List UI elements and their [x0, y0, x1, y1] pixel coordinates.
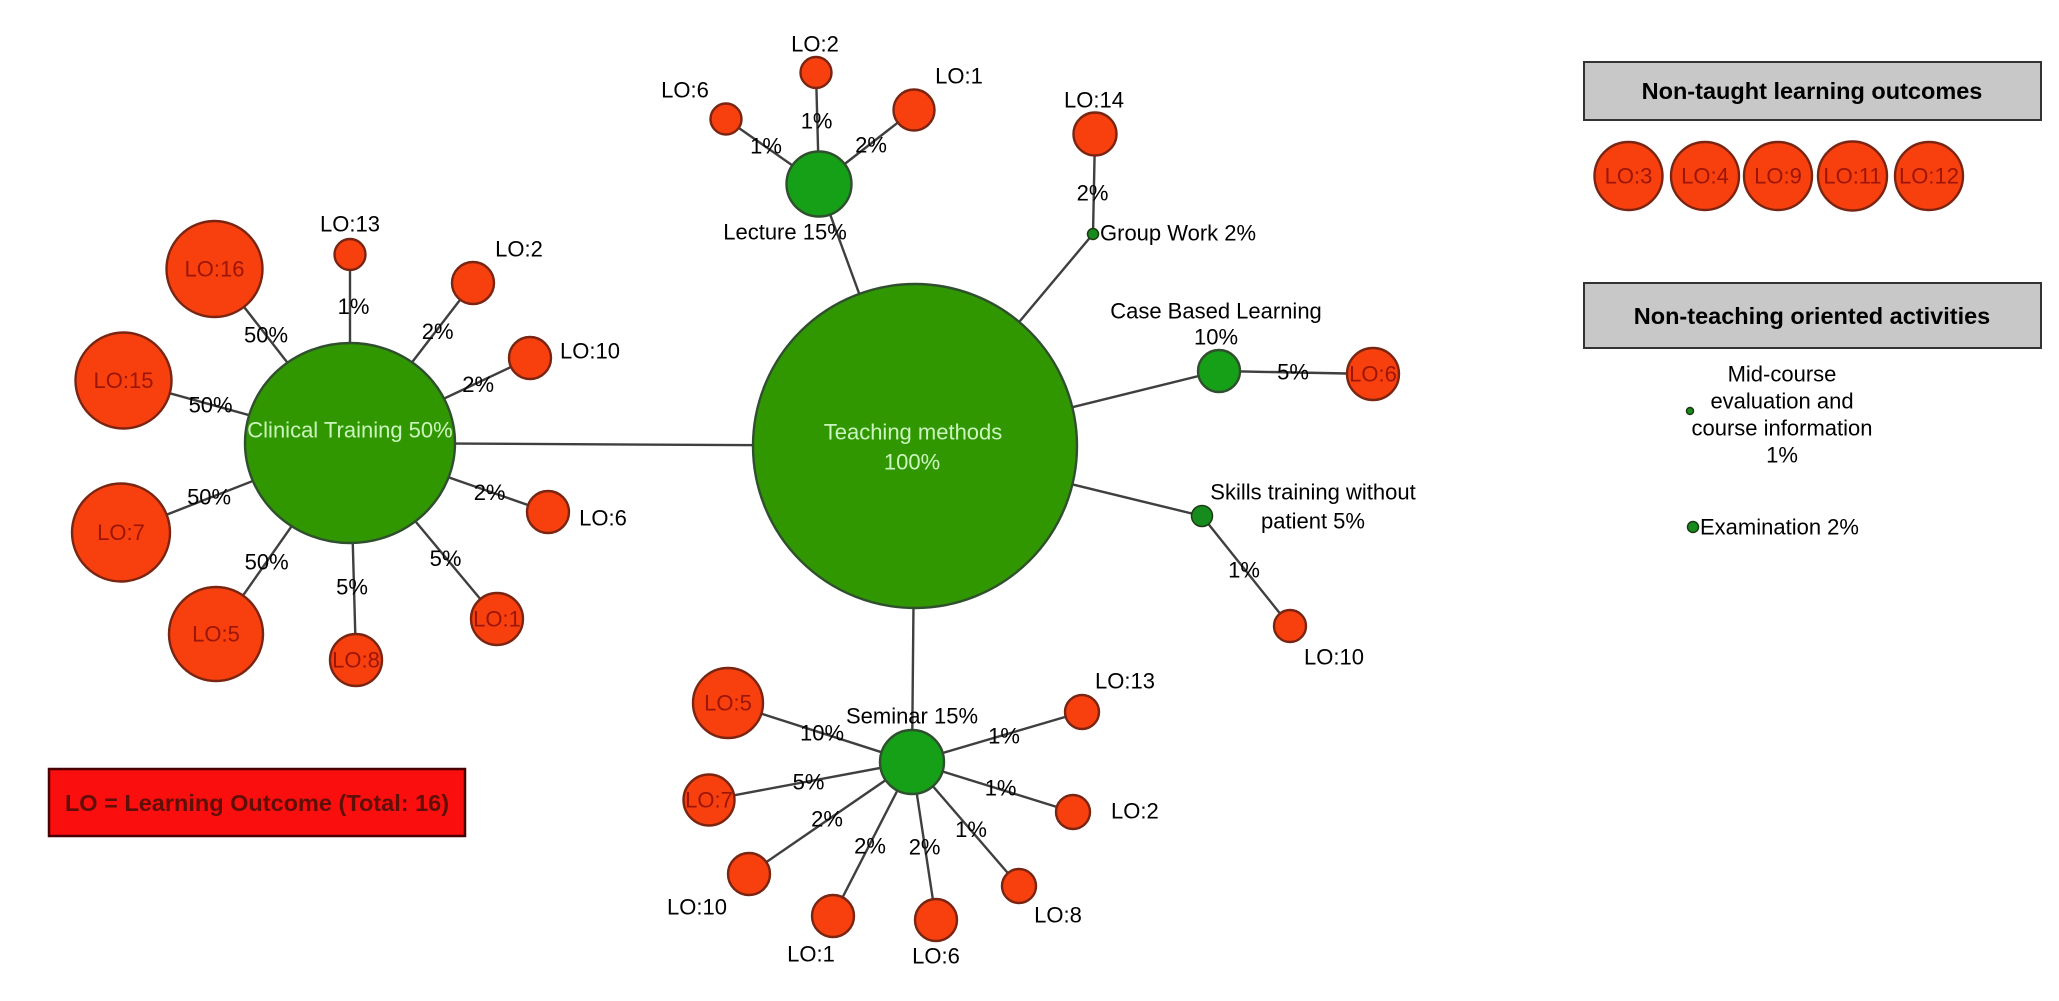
- svg-text:1%: 1%: [955, 817, 987, 842]
- svg-text:LO:9: LO:9: [1754, 164, 1802, 189]
- svg-text:LO:6: LO:6: [579, 506, 627, 531]
- svg-text:5%: 5%: [1277, 360, 1309, 385]
- svg-text:Clinical Training 50%: Clinical Training 50%: [247, 418, 452, 443]
- svg-text:50%: 50%: [189, 393, 233, 418]
- svg-text:LO:2: LO:2: [495, 237, 543, 262]
- svg-text:50%: 50%: [245, 550, 289, 575]
- svg-text:5%: 5%: [793, 770, 825, 795]
- svg-text:LO:14: LO:14: [1064, 88, 1124, 113]
- svg-text:LO:16: LO:16: [185, 257, 245, 282]
- svg-text:Examination 2%: Examination 2%: [1700, 515, 1859, 540]
- svg-text:LO:10: LO:10: [560, 339, 620, 364]
- svg-text:1%: 1%: [801, 109, 833, 134]
- svg-text:10%: 10%: [800, 721, 844, 746]
- svg-text:10%: 10%: [1194, 325, 1238, 350]
- svg-text:1%: 1%: [1766, 443, 1798, 468]
- svg-text:LO:7: LO:7: [685, 788, 733, 813]
- svg-text:Lecture 15%: Lecture 15%: [723, 220, 847, 245]
- svg-text:course information: course information: [1692, 416, 1873, 441]
- svg-text:1%: 1%: [1228, 558, 1260, 583]
- svg-text:LO:11: LO:11: [1823, 164, 1881, 189]
- svg-text:100%: 100%: [884, 450, 940, 475]
- svg-text:2%: 2%: [462, 372, 494, 397]
- svg-text:50%: 50%: [187, 485, 231, 510]
- svg-text:Group Work 2%: Group Work 2%: [1100, 221, 1256, 246]
- svg-text:Teaching methods: Teaching methods: [824, 420, 1003, 445]
- svg-text:2%: 2%: [422, 319, 454, 344]
- svg-text:LO:7: LO:7: [97, 520, 145, 545]
- svg-text:LO:5: LO:5: [192, 622, 240, 647]
- svg-text:LO:5: LO:5: [704, 691, 752, 716]
- svg-text:LO:1: LO:1: [787, 942, 835, 967]
- svg-text:5%: 5%: [336, 575, 368, 600]
- svg-text:LO:13: LO:13: [1095, 669, 1155, 694]
- svg-text:LO:6: LO:6: [661, 78, 709, 103]
- svg-text:2%: 2%: [855, 133, 887, 158]
- svg-text:Seminar 15%: Seminar 15%: [846, 704, 978, 729]
- svg-text:2%: 2%: [474, 480, 506, 505]
- svg-text:1%: 1%: [988, 724, 1020, 749]
- svg-text:LO:2: LO:2: [791, 32, 839, 57]
- svg-text:2%: 2%: [811, 807, 843, 832]
- svg-text:LO:12: LO:12: [1899, 164, 1959, 189]
- svg-text:LO:2: LO:2: [1111, 799, 1159, 824]
- svg-text:1%: 1%: [985, 776, 1017, 801]
- svg-text:Mid-course: Mid-course: [1728, 362, 1837, 387]
- svg-text:LO:8: LO:8: [332, 648, 380, 673]
- svg-text:evaluation and: evaluation and: [1710, 389, 1853, 414]
- svg-text:patient 5%: patient 5%: [1261, 509, 1365, 534]
- svg-text:Non-taught learning outcomes: Non-taught learning outcomes: [1642, 78, 1983, 104]
- svg-text:2%: 2%: [854, 834, 886, 859]
- svg-text:LO:10: LO:10: [1304, 645, 1364, 670]
- svg-text:LO:3: LO:3: [1605, 164, 1653, 189]
- svg-text:1%: 1%: [750, 134, 782, 159]
- svg-text:Non-teaching oriented activiti: Non-teaching oriented activities: [1634, 303, 1990, 329]
- svg-text:2%: 2%: [909, 835, 941, 860]
- svg-text:LO = Learning Outcome (Total:: LO = Learning Outcome (Total: 16): [65, 790, 449, 816]
- svg-text:2%: 2%: [1077, 181, 1109, 206]
- svg-text:5%: 5%: [430, 546, 462, 571]
- svg-text:LO:6: LO:6: [912, 944, 960, 969]
- svg-text:LO:8: LO:8: [1034, 903, 1082, 928]
- svg-text:LO:1: LO:1: [473, 607, 521, 632]
- svg-text:LO:15: LO:15: [94, 368, 154, 393]
- svg-text:Case Based Learning: Case Based Learning: [1110, 299, 1322, 324]
- svg-text:1%: 1%: [338, 294, 370, 319]
- svg-text:LO:1: LO:1: [935, 64, 983, 89]
- svg-text:50%: 50%: [244, 323, 288, 348]
- svg-text:LO:13: LO:13: [320, 212, 380, 237]
- svg-text:LO:10: LO:10: [667, 895, 727, 920]
- svg-text:Skills training without: Skills training without: [1210, 480, 1415, 505]
- svg-text:LO:4: LO:4: [1681, 164, 1729, 189]
- svg-text:LO:6: LO:6: [1349, 362, 1397, 387]
